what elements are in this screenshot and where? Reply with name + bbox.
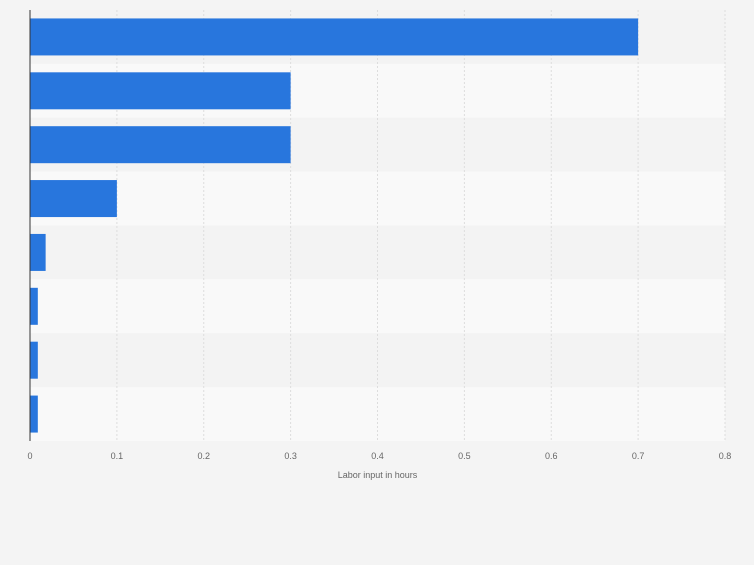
x-axis-label: Labor input in hours xyxy=(338,470,418,480)
x-tick-label: 0.1 xyxy=(111,451,124,461)
bar xyxy=(30,180,117,218)
x-tick-label: 0.3 xyxy=(284,451,297,461)
bars xyxy=(30,18,639,433)
bar xyxy=(30,126,291,164)
x-tick-label: 0.2 xyxy=(197,451,210,461)
bar xyxy=(30,72,291,110)
x-tick-label: 0.8 xyxy=(719,451,732,461)
bar xyxy=(30,395,38,433)
bar xyxy=(30,287,38,325)
x-tick-labels: 0 0.1 0.2 0.3 0.4 0.5 0.6 0.7 0.8 xyxy=(27,451,731,461)
x-tick-label: 0.6 xyxy=(545,451,558,461)
x-tick-label: 0.4 xyxy=(371,451,384,461)
bar xyxy=(30,18,639,56)
x-tick-label: 0.7 xyxy=(632,451,645,461)
bar xyxy=(30,233,46,271)
x-tick-label: 0.5 xyxy=(458,451,471,461)
bar xyxy=(30,341,38,379)
x-tick-label: 0 xyxy=(27,451,32,461)
